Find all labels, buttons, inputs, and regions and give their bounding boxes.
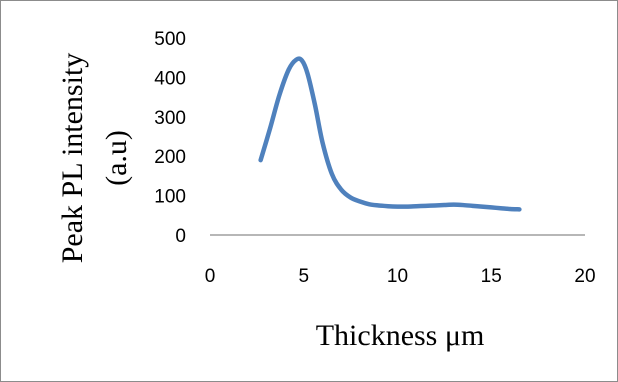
y-tick-label: 300 bbox=[154, 108, 186, 129]
series-line bbox=[258, 56, 522, 212]
y-tick-labels: 0 100 200 300 400 500 bbox=[154, 29, 186, 247]
y-tick-label: 0 bbox=[175, 226, 186, 247]
x-tick-labels: 0 5 10 15 20 bbox=[205, 266, 596, 287]
y-tick-label: 200 bbox=[154, 147, 186, 168]
y-tick-label: 400 bbox=[154, 68, 186, 89]
x-tick-label: 10 bbox=[387, 266, 408, 287]
x-tick-label: 15 bbox=[481, 266, 502, 287]
series-layer bbox=[258, 56, 522, 212]
y-axis-title-line1: Peak PL intensity bbox=[56, 53, 89, 264]
x-axis-title: Thickness μm bbox=[316, 319, 485, 352]
x-tick-label: 20 bbox=[574, 266, 595, 287]
x-tick-label: 5 bbox=[298, 266, 309, 287]
y-tick-label: 500 bbox=[154, 29, 186, 50]
y-axis-title-line2: (a.u) bbox=[100, 130, 133, 186]
x-tick-label: 0 bbox=[205, 266, 216, 287]
y-tick-label: 100 bbox=[154, 187, 186, 208]
